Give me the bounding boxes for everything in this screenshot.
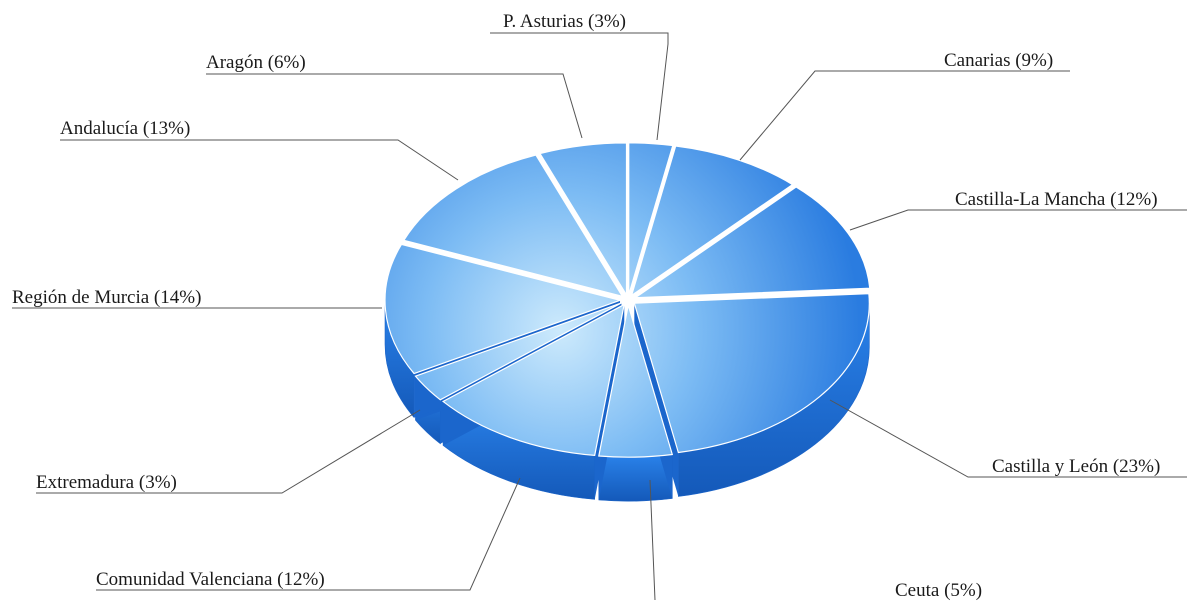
leader-line xyxy=(649,479,656,601)
leader-line xyxy=(739,70,1070,161)
slice-label: Aragón (6%) xyxy=(206,52,306,73)
leader-line xyxy=(36,409,421,494)
leader-layer xyxy=(12,32,1187,601)
slice-label: Ceuta (5%) xyxy=(895,580,982,601)
slice-label: Canarias (9%) xyxy=(944,50,1053,71)
slice-label: Región de Murcia (14%) xyxy=(12,287,201,308)
pie-slice-castilla-y-le-n xyxy=(633,293,870,454)
leader-line xyxy=(849,209,1187,231)
leader-line xyxy=(60,139,459,181)
pie-slice-canarias xyxy=(630,145,794,297)
label-layer: P. Asturias (3%) Canarias (9%) Castilla-La… xyxy=(12,11,1160,601)
pie-slice-andaluc-a xyxy=(402,154,624,298)
pie-slice-extremadura xyxy=(414,302,622,401)
pie-slice-regi-n-de-murcia xyxy=(384,243,623,375)
pie-slice-p-asturias xyxy=(628,142,674,295)
slice-label: Castilla y León (23%) xyxy=(992,456,1160,477)
leader-line xyxy=(829,399,1187,478)
leader-line xyxy=(206,73,583,139)
pie-slice-side-5 xyxy=(598,454,673,502)
pie-slice-castilla-la-mancha xyxy=(633,186,871,299)
pie-slice-ceuta xyxy=(598,305,674,458)
slice-label: P. Asturias (3%) xyxy=(503,11,626,32)
leader-line xyxy=(490,32,669,141)
pie-slice-arag-n xyxy=(539,142,628,298)
pie-slice-comunidad-valenciana xyxy=(441,303,625,456)
slice-label: Extremadura (3%) xyxy=(36,472,177,493)
slice-label: Comunidad Valenciana (12%) xyxy=(96,569,325,590)
slice-label: Andalucía (13%) xyxy=(60,118,190,139)
leader-line xyxy=(96,477,521,591)
slice-label: Castilla-La Mancha (12%) xyxy=(955,189,1158,210)
pie-layer xyxy=(384,142,871,502)
